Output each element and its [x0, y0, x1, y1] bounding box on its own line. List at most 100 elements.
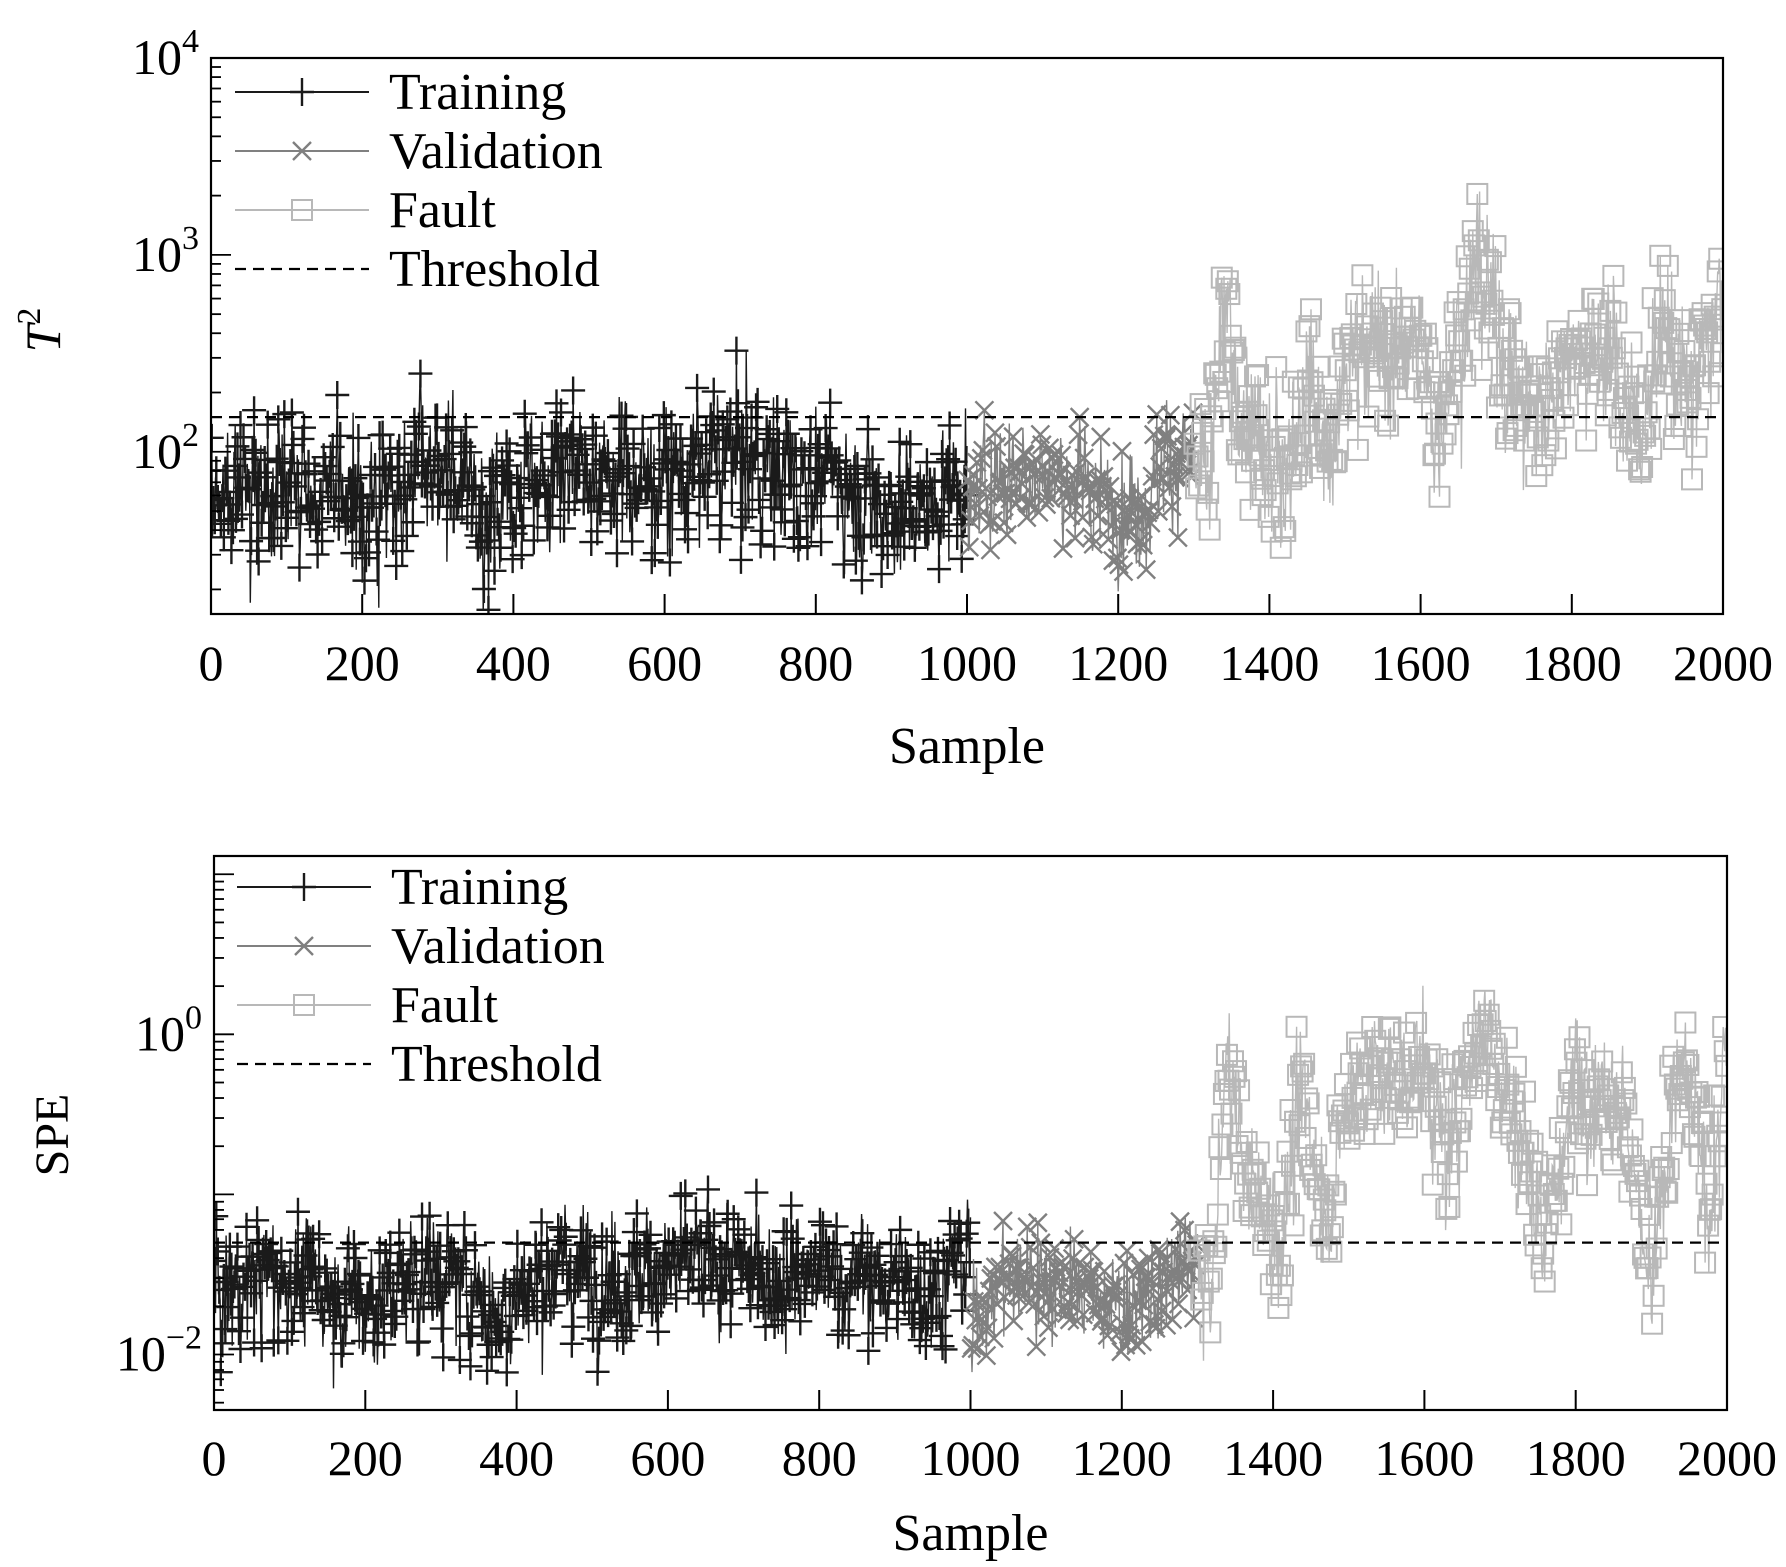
data-point: [927, 1302, 952, 1331]
data-point: [1645, 1237, 1668, 1260]
data-point: [747, 1271, 772, 1300]
data-point: [1200, 1267, 1223, 1290]
data-point: [403, 419, 428, 448]
data-point: [959, 537, 980, 558]
data-point: [1470, 358, 1493, 381]
data-point: [349, 480, 374, 509]
data-point: [951, 1263, 976, 1292]
data-point: [1681, 468, 1704, 491]
data-point: [1223, 1065, 1246, 1088]
data-point: [798, 1239, 823, 1268]
data-point: [1615, 1092, 1638, 1115]
data-point: [341, 1229, 366, 1258]
data-point: [334, 1303, 359, 1332]
data-point: [1662, 428, 1685, 451]
data-point: [473, 503, 498, 532]
data-point: [865, 1241, 890, 1270]
data-point: [407, 1327, 432, 1356]
data-point: [924, 1303, 949, 1332]
data-point: [1573, 351, 1596, 374]
data-point: [673, 1179, 698, 1208]
data-point: [1410, 324, 1433, 347]
data-point: [817, 1236, 842, 1265]
data-point: [1530, 1257, 1553, 1280]
data-point: [1264, 1220, 1287, 1243]
data-point: [1215, 277, 1238, 300]
x-tick-label: 600: [627, 635, 702, 691]
data-point: [1160, 405, 1181, 426]
data-point: [898, 1253, 923, 1282]
data-point: [485, 507, 510, 536]
data-point: [1688, 1085, 1711, 1108]
data-point: [705, 1261, 730, 1290]
data-point: [1017, 1217, 1038, 1237]
data-point: [379, 452, 404, 481]
data-point: [1113, 561, 1134, 582]
data-point: [1271, 428, 1294, 451]
data-point: [855, 415, 880, 444]
data-point: [837, 470, 862, 499]
data-point: [266, 405, 291, 434]
data-point: [945, 522, 970, 551]
data-point: [1657, 1158, 1680, 1181]
data-point: [1206, 377, 1229, 400]
data-point: [284, 1280, 309, 1309]
data-point: [1476, 248, 1499, 271]
data-point: [930, 1332, 955, 1361]
data-point: [536, 482, 561, 511]
data-point: [471, 574, 496, 603]
data-point: [604, 539, 629, 568]
data-point: [648, 486, 673, 515]
x-tick-label: 1600: [1374, 1430, 1474, 1486]
data-point: [290, 1293, 315, 1322]
data-point: [1222, 339, 1245, 362]
data-point: [553, 1222, 578, 1251]
legend-label: Threshold: [389, 241, 600, 298]
data-point: [933, 1335, 958, 1364]
data-point: [1452, 298, 1475, 321]
data-point: [1553, 1155, 1576, 1178]
legend-marker: [290, 78, 314, 106]
legend-item-validation: Validation: [237, 918, 605, 975]
x-tick-label: 0: [202, 1430, 227, 1486]
data-point: [1685, 435, 1708, 458]
data-point: [408, 1279, 433, 1308]
data-point: [1252, 1234, 1275, 1257]
data-point: [314, 466, 339, 495]
data-point: [1141, 1269, 1162, 1290]
data-point: [860, 445, 885, 474]
data-point: [1276, 1140, 1299, 1163]
data-point: [1545, 1189, 1568, 1212]
data-point: [584, 1270, 609, 1299]
data-point: [1426, 1048, 1449, 1071]
data-point: [269, 531, 294, 560]
data-point: [1059, 1309, 1080, 1330]
data-point: [1451, 1051, 1474, 1074]
data-point: [214, 1315, 238, 1344]
data-point: [1209, 1157, 1232, 1180]
legend-label: Fault: [389, 182, 496, 239]
x-tick-label: 1200: [1068, 635, 1168, 691]
data-point: [1400, 1086, 1423, 1109]
data-point: [694, 418, 719, 447]
data-point: [1064, 1229, 1084, 1250]
data-point: [980, 540, 1001, 560]
data-point: [1175, 446, 1196, 467]
data-point: [1513, 429, 1536, 452]
data-point: [558, 423, 583, 452]
data-point: [1614, 397, 1637, 420]
data-point: [523, 1230, 548, 1259]
data-point: [307, 507, 332, 536]
data-point: [592, 447, 617, 476]
data-point: [1706, 1124, 1727, 1147]
data-point: [432, 445, 457, 474]
spe-chart: 0 200 400 600 800 1000 1200 1400 1600 1800 2000 10−…: [26, 854, 1777, 1562]
data-point: [779, 1191, 804, 1220]
legend-label: Validation: [391, 918, 605, 975]
data-point: [692, 482, 717, 511]
data-point: [1325, 450, 1348, 473]
data-point: [1291, 1060, 1314, 1083]
y-tick-label: 103: [132, 220, 199, 282]
x-tick-label: 1000: [917, 635, 1017, 691]
data-point: [902, 533, 927, 562]
